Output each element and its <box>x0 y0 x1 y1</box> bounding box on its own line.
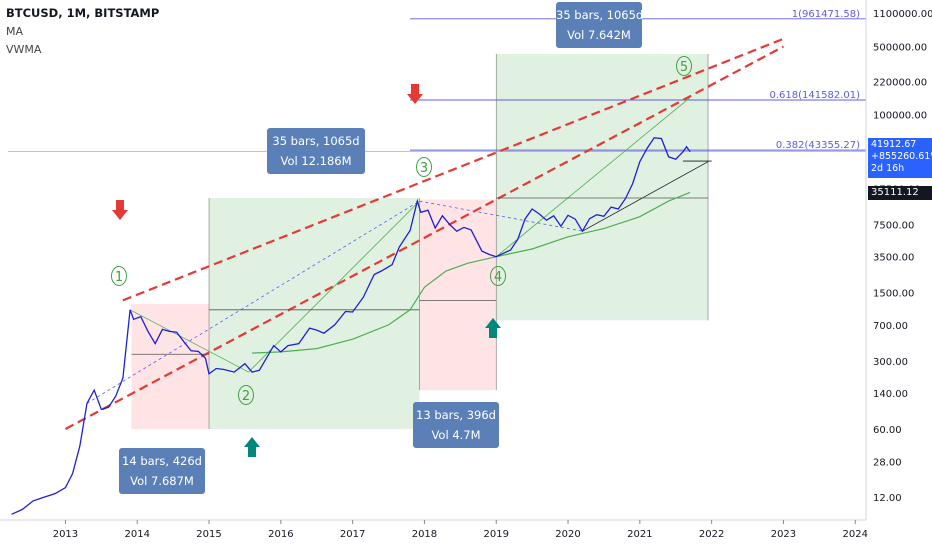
wave-label-circle <box>490 266 506 286</box>
price-tick-label: 300.00 <box>873 357 908 368</box>
measure-box-first-vol: Vol 7.687M <box>130 474 194 488</box>
time-tick-label: 2021 <box>627 529 652 540</box>
time-tick-label: 2013 <box>53 529 78 540</box>
wave4-5-line <box>495 97 691 258</box>
down-arrow-icon <box>407 84 423 104</box>
price-tick-label: 1500.00 <box>873 289 914 300</box>
measure-box-bear-vol: Vol 4.7M <box>431 428 481 442</box>
bar-countdown: 2d 16h <box>871 163 905 174</box>
time-tick-label: 2015 <box>196 529 221 540</box>
down-arrow-icon <box>112 200 128 220</box>
measure-box-bear[interactable]: 13 bars, 396d Vol 4.7M <box>413 402 499 448</box>
last-price-tag: 41912.67 +855260.61% 2d 16h <box>868 138 932 178</box>
support-line <box>582 161 709 232</box>
wave-label: 5 <box>680 60 688 75</box>
time-tick-label: 2019 <box>484 529 509 540</box>
bull-zone-2019-2021 <box>496 53 709 321</box>
price-tick-label: 28.00 <box>873 457 902 468</box>
wave-label: 3 <box>420 161 428 176</box>
price-tick-label: 100000.00 <box>873 111 927 122</box>
price-tick-label: 7500.00 <box>873 220 914 231</box>
ma-value-tag: 35111.12 <box>868 186 932 200</box>
measure-box-top-bars: 35 bars, 1065d <box>556 8 644 22</box>
wave2-3-line <box>248 200 420 373</box>
time-tick-label: 2018 <box>412 529 437 540</box>
time-tick-label: 2016 <box>268 529 293 540</box>
price-line <box>11 137 691 515</box>
price-change-value: +855260.61% <box>871 151 932 162</box>
indicator-vwma-label[interactable]: VWMA <box>6 43 42 56</box>
time-tick-label: 2022 <box>699 529 724 540</box>
channel-line-2 <box>122 37 784 302</box>
price-tick-label: 220000.00 <box>873 77 927 88</box>
time-tick-label: 2017 <box>340 529 365 540</box>
wave-label: 4 <box>494 270 502 285</box>
wave-label-circle <box>111 266 127 286</box>
wave-label: 2 <box>242 389 250 404</box>
time-tick-label: 2024 <box>843 529 868 540</box>
up-arrow-icon <box>244 437 260 457</box>
time-tick-label: 2023 <box>771 529 796 540</box>
wave-label-circle <box>238 385 254 405</box>
indicator-ma-label[interactable]: MA <box>6 25 24 38</box>
up-arrow-icon <box>485 318 501 338</box>
bear-zone-2018 <box>419 199 497 391</box>
fib-level-label: 0.618(141582.01) <box>769 90 860 101</box>
last-price-value: 41912.67 <box>871 139 917 150</box>
wave-label-circle <box>416 157 432 177</box>
price-tick-label: 1100000.00 <box>873 9 932 20</box>
measure-box-top[interactable]: 35 bars, 1065d Vol 7.642M <box>556 2 644 48</box>
fib-level-label: 1(961471.58) <box>792 9 860 20</box>
wave1-2-line <box>129 309 249 373</box>
price-tick-label: 500000.00 <box>873 43 927 54</box>
wave-label-circle <box>676 56 692 76</box>
dotted-trend-1 <box>86 200 420 404</box>
dotted-trend-2 <box>419 200 583 232</box>
wave-label: 1 <box>115 270 123 285</box>
ma-line <box>252 191 691 354</box>
measure-box-middle[interactable]: 35 bars, 1065d Vol 12.186M <box>267 128 365 174</box>
measure-box-bear-bars: 13 bars, 396d <box>416 408 496 422</box>
symbol-title[interactable]: BTCUSD, 1M, BITSTAMP <box>6 6 160 20</box>
measure-box-middle-vol: Vol 12.186M <box>280 154 352 168</box>
measure-box-top-vol: Vol 7.642M <box>567 28 631 42</box>
price-tick-label: 60.00 <box>873 425 902 436</box>
price-tick-label: 3500.00 <box>873 253 914 264</box>
measure-box-first[interactable]: 14 bars, 426d Vol 7.687M <box>119 448 205 494</box>
measure-box-middle-bars: 35 bars, 1065d <box>272 134 360 148</box>
price-tick-label: 12.00 <box>873 493 902 504</box>
price-tick-label: 140.00 <box>873 389 908 400</box>
price-tick-label: 700.00 <box>873 321 908 332</box>
measure-box-first-bars: 14 bars, 426d <box>122 454 202 468</box>
time-tick-label: 2014 <box>125 529 150 540</box>
fib-level-label: 0.382(43355.27) <box>776 140 860 151</box>
time-tick-label: 2020 <box>555 529 580 540</box>
channel-line-1 <box>64 45 784 430</box>
